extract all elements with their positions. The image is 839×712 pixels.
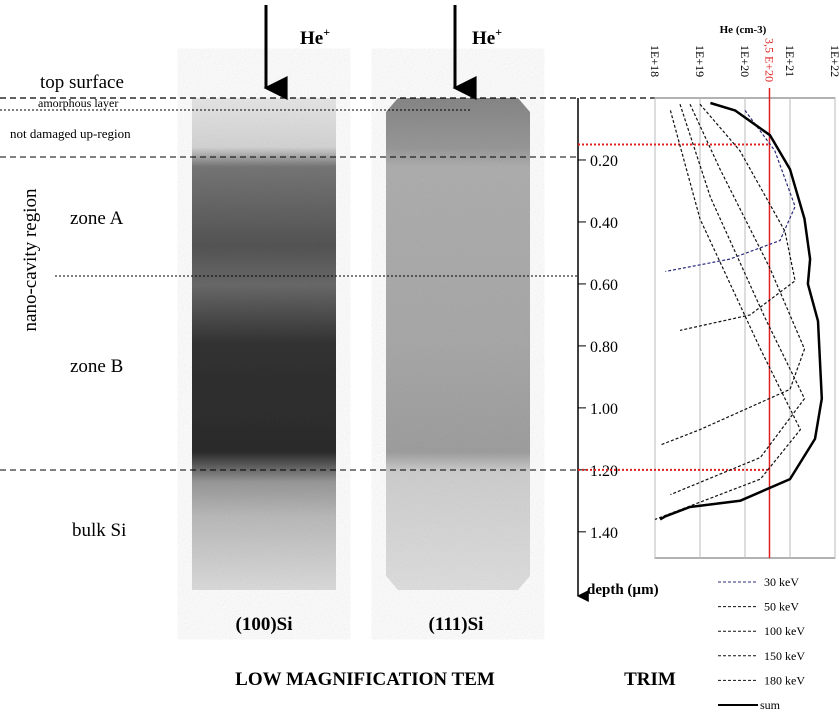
x-axis-label: He (cm-3) [720, 24, 767, 36]
sample-label: (111)Si [429, 614, 484, 635]
region-label: zone A [70, 208, 124, 229]
y-tick-label: 0.60 [590, 277, 618, 294]
profile-line [659, 103, 806, 446]
beam-arrows [263, 5, 477, 100]
x-tick-label: 1E+19 [693, 45, 707, 77]
sample-label: (100)Si [236, 614, 293, 635]
region-lines [0, 97, 655, 471]
profile-line [670, 104, 806, 496]
profile-line [679, 103, 796, 331]
x-tick-label: 1E+21 [783, 45, 797, 77]
profile-line [659, 101, 824, 521]
profile-line [665, 110, 796, 273]
he-sup: + [323, 25, 330, 39]
he-label: He+ [472, 25, 502, 49]
legend-label: 50 keV [764, 600, 799, 614]
he-label: He+ [300, 25, 330, 49]
reference-label: 3,5 E+20 [762, 38, 776, 82]
x-tick-label: 1E+20 [738, 45, 752, 77]
y-tick-label: 1.40 [590, 525, 618, 542]
y-tick-label: 1.20 [590, 463, 618, 480]
caption: LOW MAGNIFICATION TEM [235, 669, 495, 690]
legend-label: sum [760, 698, 781, 712]
y-axis-label: depth (µm) [587, 582, 659, 598]
he-base: He [472, 28, 495, 49]
he-base: He [300, 28, 323, 49]
region-label: zone B [70, 356, 123, 377]
profile-line [654, 110, 801, 520]
y-tick-label: 0.20 [590, 153, 618, 170]
region-label: nano-cavity region [20, 188, 41, 331]
y-tick-label: 1.00 [590, 401, 618, 418]
tem-images [192, 98, 530, 590]
x-tick-label: 1E+18 [648, 45, 662, 77]
region-label: not damaged up-region [10, 126, 131, 141]
y-tick-label: 0.80 [590, 339, 618, 356]
region-label: top surface [40, 72, 124, 93]
he-sup: + [495, 25, 502, 39]
x-tick-label: 1E+22 [828, 45, 839, 77]
tem-image-111 [386, 98, 530, 590]
y-tick-label: 0.40 [590, 215, 618, 232]
legend-label: 30 keV [764, 575, 799, 589]
caption: TRIM [624, 669, 676, 690]
region-label: bulk Si [72, 520, 126, 541]
legend-label: 180 keV [764, 673, 805, 687]
region-label: amorphous layer [38, 96, 118, 110]
legend-label: 150 keV [764, 649, 805, 663]
legend-label: 100 keV [764, 624, 805, 638]
tem-image-100 [192, 98, 336, 590]
